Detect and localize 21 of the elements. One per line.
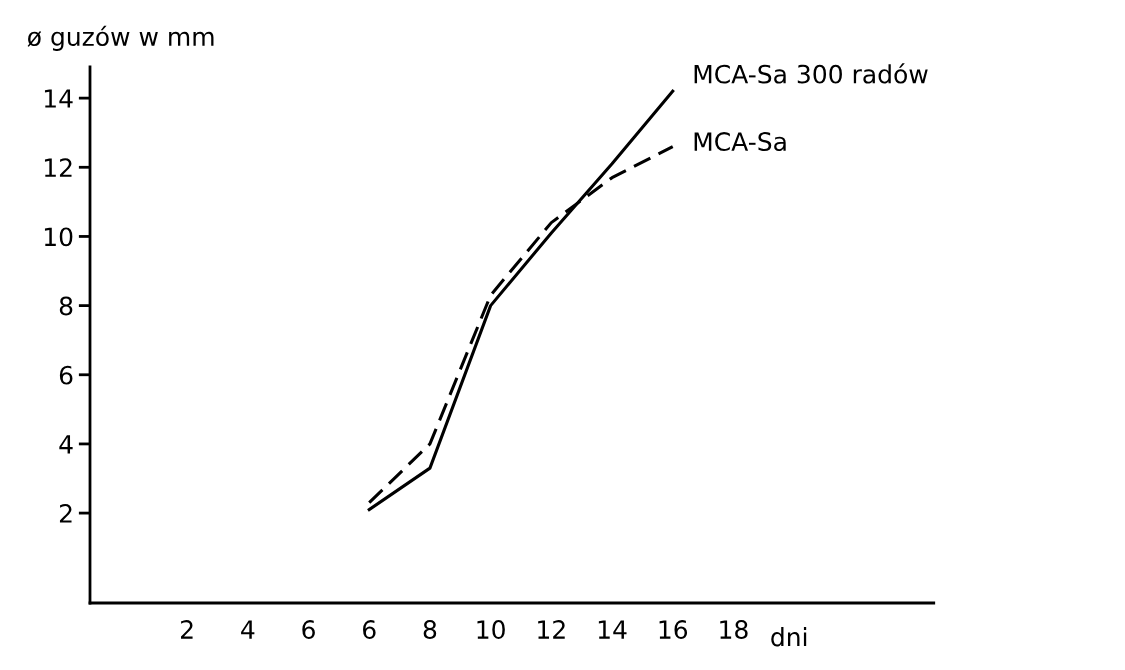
x-tick-label: 4 — [241, 620, 255, 639]
x-axis-title: dni — [771, 627, 807, 647]
x-tick-label: 10 — [477, 620, 505, 640]
y-tick-label: 12 — [44, 158, 72, 177]
x-tick-label: 6 — [302, 620, 315, 640]
x-tick-label: 18 — [720, 620, 748, 640]
y-tick-label: 10 — [44, 227, 73, 247]
y-tick-label: 2 — [59, 504, 72, 523]
x-tick-label: 6 — [363, 620, 376, 640]
y-tick-label: 14 — [44, 89, 73, 108]
x-tick-label: 12 — [538, 620, 565, 639]
y-tick-label: 8 — [59, 296, 73, 316]
x-tick-label: 8 — [423, 620, 437, 640]
series-label: MCA-Sa — [694, 132, 786, 152]
series-label: MCA-Sa 300 radów — [694, 63, 928, 84]
x-tick-label: 2 — [181, 620, 193, 639]
x-tick-label: 16 — [659, 620, 688, 640]
x-tick-label: 14 — [598, 620, 627, 639]
y-tick-label: 6 — [59, 365, 73, 385]
y-axis-title: ø guzów w mm — [27, 25, 214, 51]
y-tick-label: 4 — [59, 435, 73, 454]
